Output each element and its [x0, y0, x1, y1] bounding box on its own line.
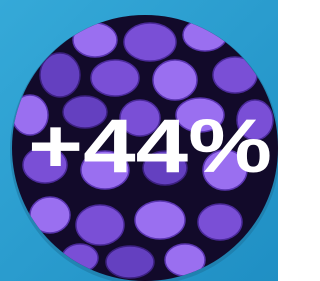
cell	[106, 246, 154, 278]
cell	[153, 60, 197, 100]
page: +44% (() => { const data = JSON.parse(do…	[0, 0, 278, 281]
badge-graphic: +44%	[0, 0, 278, 281]
cell	[124, 23, 176, 61]
cell	[198, 204, 242, 240]
cell	[135, 201, 185, 239]
cell	[40, 53, 80, 97]
cell	[91, 60, 139, 96]
cell	[76, 205, 124, 245]
badge-label: +44%	[28, 104, 272, 189]
